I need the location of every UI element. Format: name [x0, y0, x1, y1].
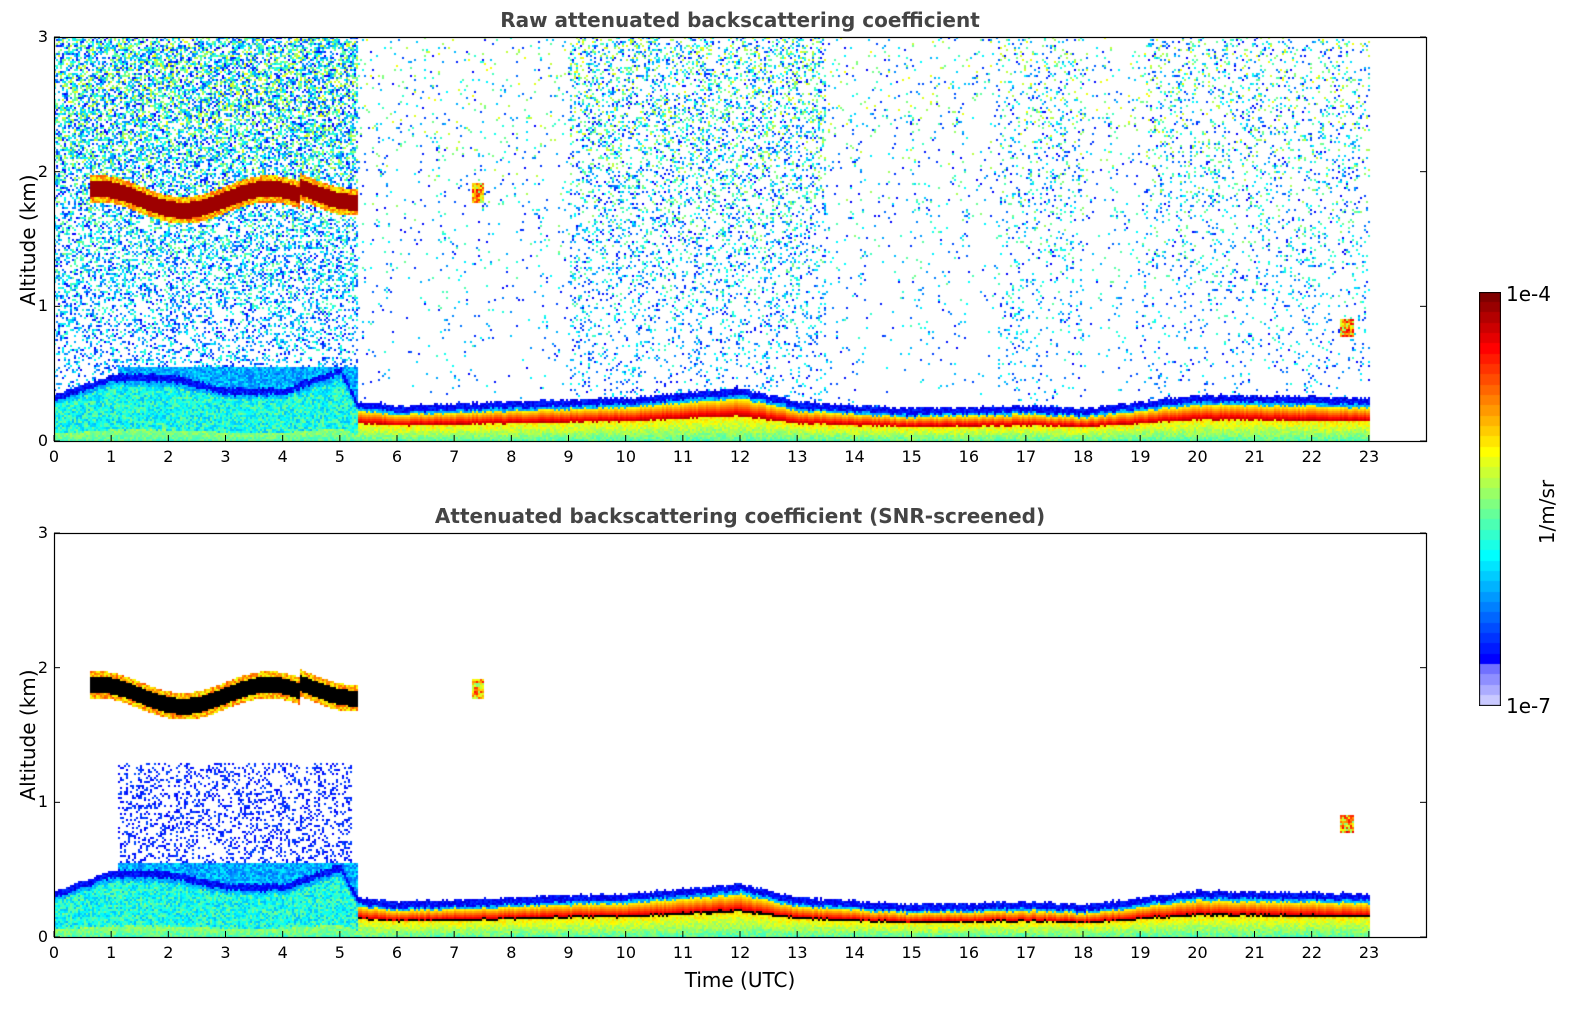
panel1-xtick-label: 22: [1301, 447, 1323, 466]
panel1-xtick-label: 2: [163, 447, 174, 466]
panel2-xtick-label: 15: [901, 943, 922, 962]
panel2-xtick-label: 20: [1187, 943, 1208, 962]
panel2-xtick-label: 5: [334, 943, 345, 962]
panel1-xtick-label: 1: [106, 447, 117, 466]
panel2-xtick-label: 1: [106, 943, 117, 962]
panel1-xtick-label: 19: [1130, 447, 1151, 466]
panel2-xlabel: Time (UTC): [684, 968, 796, 992]
panel1-ytick-label: 0: [37, 431, 48, 450]
panel2-xtick-label: 4: [277, 943, 288, 962]
panel2-xtick-label: 9: [563, 943, 574, 962]
panel1-xtick-label: 21: [1244, 447, 1265, 466]
panel2-xtick-label: 19: [1130, 943, 1151, 962]
panel1-ytick-label: 3: [37, 27, 48, 46]
panel1-xtick-label: 6: [391, 447, 403, 466]
panel2-xtick-label: 0: [48, 943, 60, 962]
panel1-xtick-label: 0: [48, 447, 60, 466]
panel1-xtick-label: 13: [787, 447, 808, 466]
panel1-xtick-label: 23: [1358, 447, 1380, 466]
panel2-ytick-label: 1: [37, 792, 48, 812]
panel1-title: Raw attenuated backscattering coefficien…: [500, 8, 980, 32]
panel2-xtick-label: 10: [615, 943, 637, 962]
panel2-xtick-label: 7: [449, 943, 460, 962]
colorbar-unit-label: 1/m/sr: [1535, 479, 1559, 545]
panel2-xtick-label: 17: [1015, 943, 1037, 962]
panel1-xtick-label: 16: [958, 447, 980, 466]
panel2-xtick-label: 13: [787, 943, 808, 962]
panel1-xtick-label: 7: [449, 447, 460, 466]
panel1-xtick-label: 14: [844, 447, 865, 466]
panel1-xtick-label: 11: [672, 447, 694, 466]
panel1-frame: [53, 36, 1428, 443]
panel2-xtick-label: 6: [391, 943, 403, 962]
panel1-xtick-label: 18: [1073, 447, 1094, 466]
panel2-xtick-label: 8: [506, 943, 517, 962]
panel2-xtick-label: 18: [1073, 943, 1094, 962]
panel1-xtick-label: 17: [1015, 447, 1037, 466]
panel2-ytick-label: 2: [37, 657, 48, 677]
panel2-xtick-label: 21: [1244, 943, 1265, 962]
colorbar: [1479, 292, 1501, 706]
panel1-xtick-label: 4: [277, 447, 288, 466]
panel1-xtick-label: 20: [1187, 447, 1208, 466]
panel2-xtick-label: 11: [672, 943, 694, 962]
panel1-ytick-label: 2: [37, 161, 48, 181]
colorbar-max-label: 1e-4: [1506, 282, 1551, 306]
panel2-ytick-label: 3: [37, 523, 48, 542]
panel1-xtick-label: 12: [730, 447, 751, 466]
panel1-heatmap: [54, 37, 1426, 441]
panel1-xtick-label: 10: [615, 447, 637, 466]
panel1-xtick-label: 15: [901, 447, 922, 466]
panel2-xtick-label: 12: [730, 943, 751, 962]
panel2-xtick-label: 23: [1358, 943, 1380, 962]
panel1-xtick-label: 3: [220, 447, 231, 466]
panel1-xtick-label: 8: [506, 447, 517, 466]
panel2-xtick-label: 22: [1301, 943, 1323, 962]
panel2-frame: [53, 532, 1428, 939]
colorbar-min-label: 1e-7: [1506, 694, 1551, 718]
panel2-heatmap: [54, 533, 1426, 937]
panel2-xtick-label: 3: [220, 943, 231, 962]
panel1-ytick-label: 1: [37, 296, 48, 316]
panel2-title: Attenuated backscattering coefficient (S…: [434, 504, 1046, 528]
panel1-xtick-label: 9: [563, 447, 574, 466]
panel2-xtick-label: 2: [163, 943, 174, 962]
panel1-xtick-label: 5: [334, 447, 345, 466]
panel2-xtick-label: 14: [844, 943, 865, 962]
panel2-ytick-label: 0: [37, 927, 48, 946]
panel2-xtick-label: 16: [958, 943, 980, 962]
